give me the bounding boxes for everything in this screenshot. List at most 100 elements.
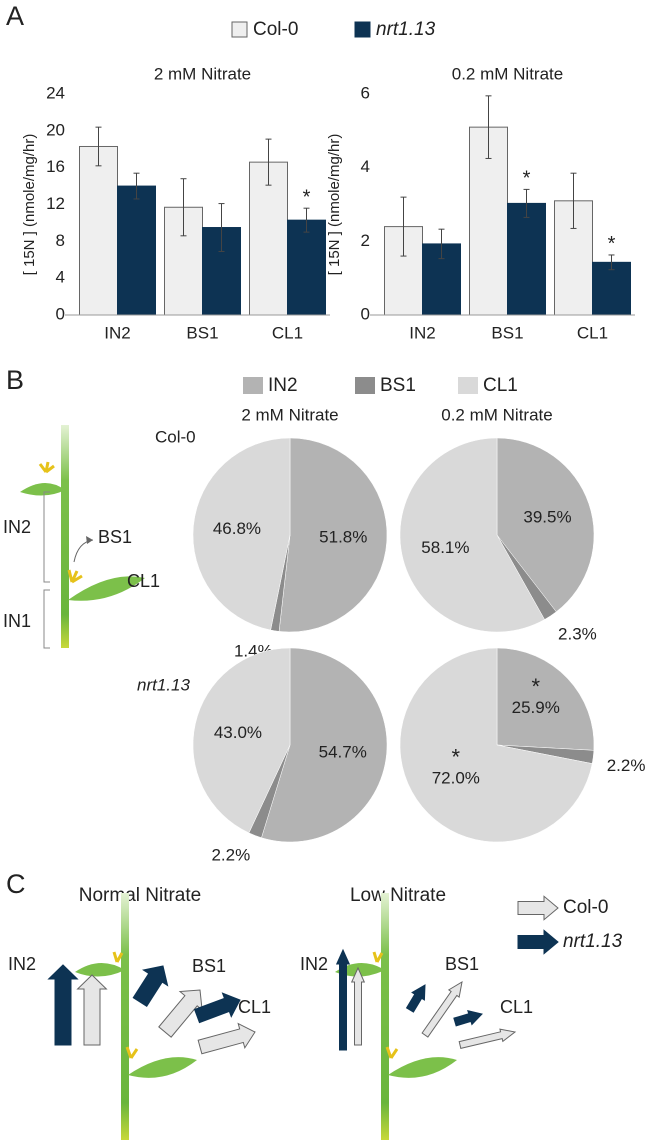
x-tick-label: CL1 bbox=[272, 323, 303, 342]
significance: * bbox=[303, 186, 311, 208]
bar bbox=[592, 261, 631, 316]
leaf bbox=[75, 962, 125, 977]
pie-slice bbox=[192, 437, 291, 631]
y-tick-label: 12 bbox=[46, 194, 65, 213]
panel-label: B bbox=[6, 365, 24, 395]
arrowhead bbox=[86, 536, 93, 544]
x-tick-label: BS1 bbox=[186, 323, 218, 342]
y-tick-label: 20 bbox=[46, 120, 65, 139]
leaf bbox=[68, 576, 145, 601]
pie-label: 2.2% bbox=[607, 756, 646, 775]
y-axis-label: [ 15N ] (nmole/mg/hr) bbox=[326, 134, 343, 276]
bar bbox=[287, 219, 326, 316]
y-tick-label: 0 bbox=[361, 304, 370, 323]
pie-slice bbox=[399, 647, 593, 843]
y-tick-label: 16 bbox=[46, 157, 65, 176]
pie-slice bbox=[399, 437, 545, 633]
chart-title: 0.2 mM Nitrate bbox=[452, 64, 563, 83]
scene-label: IN2 bbox=[300, 954, 328, 974]
y-tick-label: 8 bbox=[56, 231, 65, 250]
pie-label: 72.0% bbox=[432, 768, 480, 787]
flow-arrow bbox=[350, 966, 366, 1046]
flow-arrow bbox=[421, 981, 463, 1038]
pie-label: 54.7% bbox=[319, 742, 367, 761]
bar bbox=[117, 185, 156, 316]
scene-label: CL1 bbox=[500, 997, 533, 1017]
error-bar bbox=[570, 172, 577, 229]
y-tick-label: 24 bbox=[46, 83, 65, 102]
y-tick-label: 4 bbox=[361, 157, 370, 176]
scene-label: BS1 bbox=[445, 954, 479, 974]
y-tick-label: 2 bbox=[361, 231, 370, 250]
significance: * bbox=[608, 233, 616, 255]
flow-arrow bbox=[158, 989, 203, 1038]
flower bbox=[67, 569, 83, 584]
legend-swatch bbox=[243, 377, 263, 394]
flower bbox=[372, 951, 399, 1059]
chart-title: 2 mM Nitrate bbox=[154, 64, 251, 83]
legend-swatch bbox=[458, 377, 478, 394]
diagram-label: IN2 bbox=[3, 517, 31, 537]
legend-label: Col-0 bbox=[253, 19, 298, 40]
error-bar bbox=[523, 188, 530, 218]
y-tick-label: 6 bbox=[361, 83, 370, 102]
column-title: 2 mM Nitrate bbox=[241, 405, 338, 424]
pie-label: 2.2% bbox=[211, 846, 250, 865]
flow-arrow bbox=[47, 964, 79, 1046]
pie-label: 2.3% bbox=[558, 625, 597, 644]
panel-label: C bbox=[6, 869, 26, 899]
scene-label: CL1 bbox=[238, 997, 271, 1017]
flow-arrow bbox=[335, 948, 351, 1051]
pie-slice bbox=[496, 437, 595, 613]
flow-arrow bbox=[193, 992, 241, 1024]
pie-label: 25.9% bbox=[512, 698, 560, 717]
error-bar bbox=[180, 178, 187, 237]
bracket bbox=[43, 491, 50, 649]
flower bbox=[112, 951, 139, 1059]
legend-label: nrt1.13 bbox=[376, 19, 436, 40]
scene-label: BS1 bbox=[192, 956, 226, 976]
error-bar bbox=[400, 196, 407, 257]
leaf bbox=[388, 1057, 457, 1078]
flow-arrow bbox=[517, 895, 559, 921]
legend-label: IN2 bbox=[268, 375, 298, 396]
y-axis-label: [ 15N ] (nmole/mg/hr) bbox=[21, 134, 38, 276]
pie-slice bbox=[192, 647, 291, 834]
legend-swatch bbox=[231, 21, 248, 38]
scene-title: Normal Nitrate bbox=[79, 885, 201, 906]
flow-arrow bbox=[197, 1022, 256, 1055]
error-bar bbox=[608, 254, 615, 271]
pie-label: 43.0% bbox=[214, 723, 262, 742]
row-label: nrt1.13 bbox=[137, 675, 190, 694]
y-tick-label: 0 bbox=[56, 304, 65, 323]
significance: * bbox=[523, 168, 531, 190]
flow-arrow bbox=[76, 974, 108, 1046]
diagram-label: IN1 bbox=[3, 611, 31, 631]
column-title: 0.2 mM Nitrate bbox=[441, 405, 552, 424]
row-label: Col-0 bbox=[155, 427, 196, 446]
flow-arrow bbox=[517, 929, 559, 955]
error-bar bbox=[218, 203, 225, 252]
error-bar bbox=[438, 228, 445, 260]
leaf bbox=[128, 1057, 197, 1078]
significance: * bbox=[531, 674, 540, 699]
flower bbox=[38, 461, 55, 474]
stem bbox=[61, 425, 69, 648]
legend-label: nrt1.13 bbox=[563, 931, 623, 952]
flow-arrow bbox=[132, 965, 169, 1007]
panel-label: A bbox=[6, 1, 24, 31]
bar bbox=[79, 145, 118, 316]
pie-label: 58.1% bbox=[421, 538, 469, 557]
diagram-label: BS1 bbox=[98, 527, 132, 547]
error-bar bbox=[265, 138, 272, 186]
pie-slice bbox=[496, 647, 595, 751]
significance: * bbox=[452, 745, 461, 770]
pie-label: 51.8% bbox=[319, 527, 367, 546]
x-tick-label: BS1 bbox=[491, 323, 523, 342]
legend-label: BS1 bbox=[380, 375, 416, 396]
pie-label: 39.5% bbox=[523, 507, 571, 526]
legend-swatch bbox=[355, 377, 375, 394]
flow-arrow bbox=[405, 984, 426, 1013]
legend-label: Col-0 bbox=[563, 897, 608, 918]
